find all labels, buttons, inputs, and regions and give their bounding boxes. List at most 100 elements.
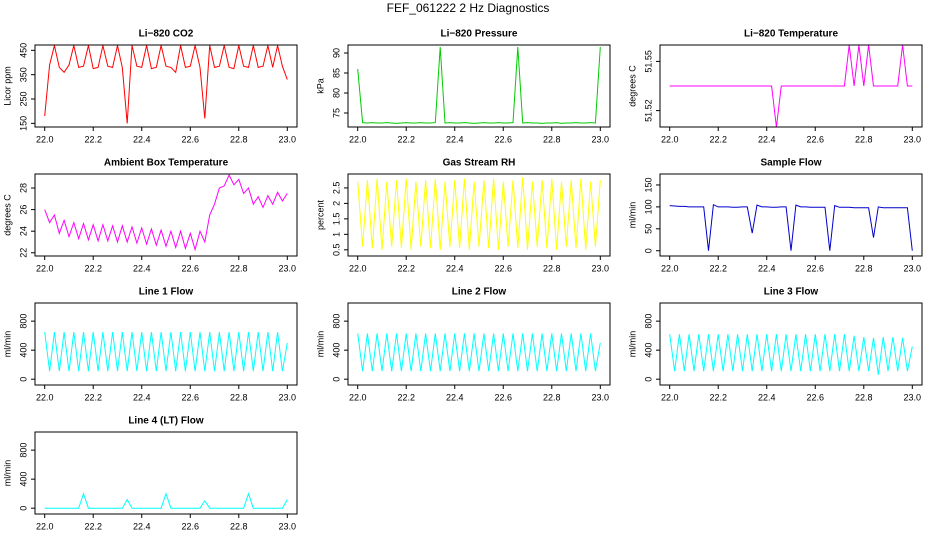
x-tick-label: 23.0: [592, 134, 610, 144]
x-tick-label: 22.8: [855, 263, 873, 273]
y-tick-label: 450: [18, 43, 28, 58]
plot-frame: [34, 44, 298, 128]
x-tick-label: 22.8: [230, 134, 248, 144]
x-tick-label: 22.2: [397, 263, 415, 273]
y-tick-label: 1: [331, 232, 341, 237]
panel-title: Ambient Box Temperature: [104, 158, 229, 169]
plot-frame: [347, 173, 611, 257]
y-tick-label: 28: [18, 183, 28, 193]
y-tick-label: 51.55: [643, 50, 653, 73]
x-tick-label: 22.6: [181, 263, 199, 273]
x-tick-label: 22.6: [181, 134, 199, 144]
y-tick-label: 800: [18, 443, 28, 458]
y-tick-label: 90: [331, 48, 341, 58]
panel-title: Line 2 Flow: [452, 287, 507, 298]
x-tick-label: 22.8: [543, 263, 561, 273]
x-tick-label: 22.2: [397, 134, 415, 144]
x-tick-label: 22.2: [84, 134, 102, 144]
x-tick-label: 22.4: [758, 392, 776, 402]
x-tick-label: 22.8: [230, 263, 248, 273]
y-axis-label: kPa: [315, 78, 325, 94]
panel-title: Line 1 Flow: [139, 287, 194, 298]
x-tick-label: 22.4: [446, 134, 464, 144]
y-tick-label: 2: [331, 201, 341, 206]
y-tick-label: 150: [643, 177, 653, 192]
panel-title: Li−820 Pressure: [441, 29, 518, 40]
x-tick-label: 22.8: [230, 521, 248, 531]
y-tick-label: 0: [18, 506, 28, 511]
x-tick-label: 22.4: [758, 263, 776, 273]
x-tick-label: 22.8: [855, 392, 873, 402]
y-tick-label: 400: [331, 343, 341, 358]
x-tick-label: 23.0: [904, 392, 922, 402]
data-line: [669, 334, 913, 375]
y-tick-label: 0: [643, 377, 653, 382]
x-tick-label: 22.6: [494, 263, 512, 273]
y-tick-label: 0: [18, 377, 28, 382]
y-tick-label: 80: [331, 88, 341, 98]
x-tick-label: 23.0: [279, 521, 297, 531]
x-tick-label: 22.4: [133, 263, 151, 273]
x-tick-label: 22.8: [543, 392, 561, 402]
x-tick-label: 23.0: [279, 134, 297, 144]
x-tick-label: 22.4: [133, 134, 151, 144]
y-axis-label: ml/min: [2, 460, 12, 487]
x-tick-label: 22.4: [758, 134, 776, 144]
data-line: [44, 331, 288, 372]
y-tick-label: 400: [643, 343, 653, 358]
x-tick-label: 22.6: [806, 392, 824, 402]
x-tick-label: 22.0: [349, 263, 367, 273]
x-tick-label: 23.0: [279, 392, 297, 402]
y-tick-label: 100: [643, 199, 653, 214]
y-axis-label: degrees C: [2, 194, 12, 236]
plot-frame: [34, 431, 298, 515]
x-tick-label: 22.0: [36, 392, 54, 402]
panel-title: Gas Stream RH: [443, 158, 516, 169]
plot-frame: [34, 302, 298, 386]
y-tick-label: 2.5: [331, 182, 341, 195]
y-tick-label: 0.5: [331, 244, 341, 257]
x-tick-label: 22.0: [661, 392, 679, 402]
y-axis-label: Licor ppm: [2, 66, 12, 106]
x-tick-label: 23.0: [592, 392, 610, 402]
y-tick-label: 50: [643, 224, 653, 234]
y-tick-label: 800: [331, 314, 341, 329]
x-tick-label: 22.0: [661, 134, 679, 144]
y-axis-label: ml/min: [627, 202, 637, 229]
x-tick-label: 22.2: [84, 263, 102, 273]
plot-frame: [34, 173, 298, 257]
y-tick-label: 400: [18, 472, 28, 487]
x-tick-label: 22.2: [709, 392, 727, 402]
x-tick-label: 23.0: [279, 263, 297, 273]
x-tick-label: 22.6: [181, 521, 199, 531]
y-tick-label: 150: [18, 116, 28, 131]
y-tick-label: 1.5: [331, 213, 341, 226]
panel-title: Li−820 CO2: [139, 29, 194, 40]
x-tick-label: 22.2: [397, 392, 415, 402]
data-line: [357, 333, 601, 372]
x-tick-label: 22.0: [661, 263, 679, 273]
plot-frame: [347, 44, 611, 128]
y-tick-label: 24: [18, 226, 28, 236]
x-tick-label: 22.2: [709, 134, 727, 144]
x-tick-label: 22.6: [494, 392, 512, 402]
y-tick-label: 0: [331, 377, 341, 382]
x-tick-label: 22.0: [349, 134, 367, 144]
y-tick-label: 26: [18, 205, 28, 215]
x-tick-label: 22.4: [446, 263, 464, 273]
y-axis-label: ml/min: [315, 331, 325, 358]
x-tick-label: 23.0: [904, 263, 922, 273]
x-tick-label: 23.0: [904, 134, 922, 144]
x-tick-label: 22.8: [230, 392, 248, 402]
y-tick-label: 350: [18, 67, 28, 82]
y-tick-label: 22: [18, 248, 28, 258]
x-tick-label: 22.2: [709, 263, 727, 273]
x-tick-label: 22.6: [494, 134, 512, 144]
y-tick-label: 75: [331, 108, 341, 118]
x-tick-label: 22.4: [133, 521, 151, 531]
x-tick-label: 22.6: [181, 392, 199, 402]
x-tick-label: 22.0: [36, 521, 54, 531]
data-line: [44, 492, 288, 509]
x-tick-label: 22.8: [543, 134, 561, 144]
